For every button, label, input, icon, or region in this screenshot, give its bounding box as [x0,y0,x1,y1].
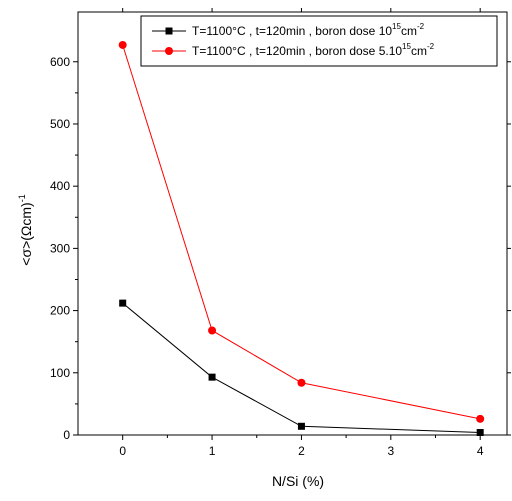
plot-frame [77,11,508,436]
y-tick-label: 100 [50,366,70,380]
series-1-line [122,302,481,434]
y-tick-label: 300 [50,241,70,255]
series-1-point [297,422,305,430]
y-axis: 0 100 200 300 400 500 600 [50,55,511,442]
legend-label-2: T=1100°C , t=120min , boron dose 5.1015c… [192,42,435,58]
y-axis-title-main: <σ>(Ωcm) [18,202,34,265]
x-axis: 0 1 2 3 4 [119,8,484,458]
series-2-point [118,40,127,49]
x-tick-label: 1 [209,444,216,458]
series-layer [118,40,485,437]
plot-border [77,11,508,436]
y-tick-label: 200 [50,304,70,318]
x-tick-label: 2 [298,444,305,458]
legend: T=1100°C , t=120min , boron dose 1015cm-… [140,15,498,67]
series-1-point [119,299,127,307]
legend-label-1: T=1100°C , t=120min , boron dose 1015cm-… [192,22,425,38]
y-axis-title: <σ>(Ωcm)-1 [17,194,34,265]
y-tick-label: 600 [50,55,70,69]
y-axis-title-sup: -1 [17,194,27,202]
legend-marker-2 [165,47,173,55]
series-2-point [208,326,217,335]
x-tick-label: 0 [119,444,126,458]
series-2-point [297,378,306,387]
series-2-line [122,44,481,420]
legend-box [140,15,498,67]
y-tick-label: 0 [63,428,70,442]
series-1-point [208,373,216,381]
series-2-point [476,414,485,423]
series-1-point [476,429,484,437]
x-tick-label: 3 [387,444,394,458]
y-tick-label: 400 [50,179,70,193]
legend-marker-1 [165,27,173,35]
x-axis-title: N/Si (%) [272,473,324,489]
y-tick-label: 500 [50,117,70,131]
x-tick-label: 4 [477,444,484,458]
